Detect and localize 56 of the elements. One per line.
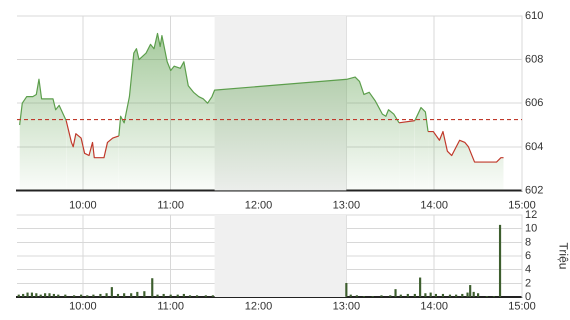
x-tick-label: 14:00: [420, 199, 448, 212]
bar: [430, 292, 432, 297]
x-tick-label: 10:00: [69, 199, 97, 212]
bar: [48, 293, 51, 297]
bar: [151, 278, 154, 297]
bar: [469, 285, 472, 297]
bar: [30, 292, 34, 297]
bar: [44, 293, 46, 297]
bar: [498, 224, 502, 297]
bar: [477, 293, 480, 297]
y-tick-label: 8: [525, 236, 532, 248]
bar: [136, 292, 138, 297]
x-tick-label: 15:00: [508, 199, 536, 212]
x2-tick-label: 10:00: [69, 300, 97, 313]
y-tick-label: 606: [525, 97, 544, 110]
x-tick-label: 12:00: [244, 199, 272, 212]
bar: [116, 294, 120, 297]
y-axis-title: Triệu: [556, 242, 570, 270]
x2-tick-label: 12:00: [244, 300, 272, 313]
bar: [130, 293, 132, 297]
bar: [345, 283, 348, 297]
y-tick-label: 0: [525, 291, 532, 304]
bar: [182, 294, 185, 297]
bar: [424, 293, 426, 297]
bar: [143, 291, 146, 297]
y-tick-label: 610: [525, 10, 544, 22]
bar: [52, 294, 55, 297]
x2-tick-label: 11:00: [157, 300, 184, 313]
x2-tick-label: 15:00: [508, 300, 536, 313]
x-tick-label: 11:00: [157, 199, 184, 212]
bar: [406, 294, 409, 297]
y-tick-label: 12: [525, 209, 538, 222]
y-tick-label: 602: [525, 184, 544, 196]
bar: [394, 289, 397, 297]
x2-tick-label: 14:00: [420, 300, 448, 313]
bar: [26, 292, 29, 297]
bar: [106, 293, 108, 297]
bar: [162, 294, 165, 297]
bar: [110, 287, 113, 297]
y-tick-label: 2: [525, 277, 532, 290]
bar: [461, 294, 464, 297]
y-tick-label: 10: [525, 222, 538, 235]
y-tick-label: 608: [525, 54, 544, 66]
y-tick-label: 4: [525, 264, 532, 276]
bar: [419, 278, 422, 297]
bar: [434, 294, 438, 297]
bar: [22, 294, 24, 297]
y-tick-label: 604: [525, 140, 544, 153]
bar: [35, 293, 38, 297]
bar: [123, 293, 126, 297]
bar: [99, 294, 102, 297]
x2-tick-label: 13:00: [332, 300, 360, 313]
y-tick-label: 6: [525, 250, 532, 262]
bar: [442, 294, 444, 297]
bar: [414, 294, 416, 297]
x-tick-label: 13:00: [332, 199, 360, 212]
